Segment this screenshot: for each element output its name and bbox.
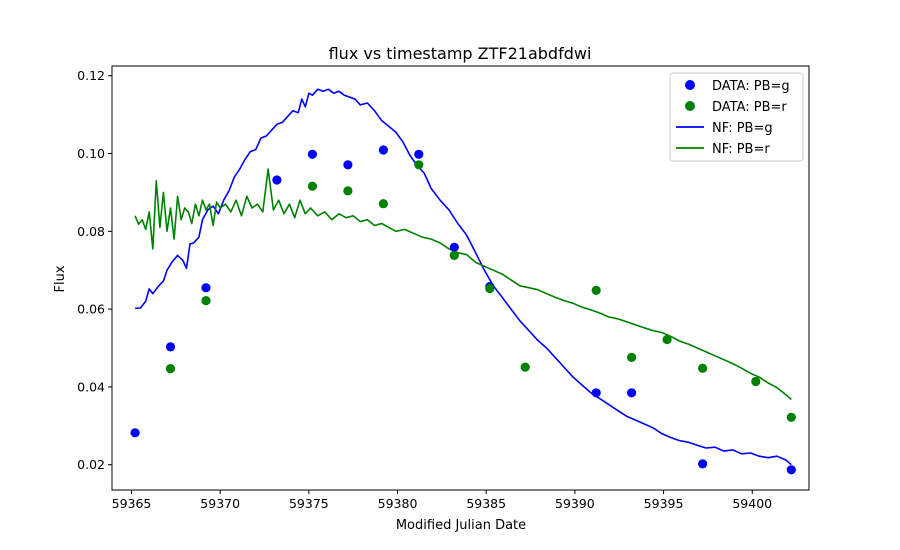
data-point-r-12 (698, 363, 708, 373)
data-point-g-2 (201, 283, 211, 293)
y-tick-label: 0.08 (77, 224, 105, 239)
legend-label-nf-r: NF: PB=r (712, 142, 770, 157)
y-tick-label: 0.02 (77, 457, 105, 472)
data-point-r-5 (414, 160, 424, 170)
data-point-g-5 (343, 160, 353, 170)
data-point-g-4 (307, 149, 317, 159)
data-point-r-0 (165, 364, 176, 374)
data-point-r-10 (627, 352, 637, 362)
data-point-r-11 (662, 334, 672, 345)
data-point-g-0 (130, 428, 140, 438)
data-point-r-2 (307, 181, 317, 191)
data-point-g-6 (378, 145, 388, 155)
data-point-r-3 (343, 186, 353, 196)
legend-marker-data-g (685, 80, 695, 90)
x-tick-label: 59385 (466, 496, 506, 511)
x-tick-label: 59365 (112, 496, 152, 511)
data-point-r-7 (485, 283, 495, 294)
x-axis-ticks: 59365 59370 59375 59380 59385 59390 59395 59400 (112, 490, 772, 511)
lines-layer (134, 88, 792, 466)
plot-area (130, 88, 796, 475)
data-point-r-1 (201, 296, 211, 306)
y-tick-label: 0.06 (77, 302, 105, 317)
legend-box (669, 72, 804, 162)
data-point-r-14 (786, 412, 796, 422)
data-point-g-12 (698, 459, 708, 469)
x-tick-label: 59370 (200, 496, 240, 511)
y-tick-label: 0.12 (77, 68, 105, 83)
x-tick-label: 59380 (378, 496, 418, 511)
data-point-r-4 (378, 199, 388, 209)
legend-label-nf-g: NF: PB=g (712, 121, 773, 136)
legend-marker-data-r (685, 101, 695, 111)
legend-label-data-g: DATA: PB=g (712, 79, 790, 94)
x-tick-label: 59400 (732, 496, 772, 511)
y-tick-label: 0.10 (77, 146, 105, 161)
data-point-g-8 (449, 242, 459, 252)
series-line-nf-r (134, 168, 792, 401)
data-point-g-10 (591, 388, 601, 398)
data-point-g-11 (627, 388, 637, 398)
legend: DATA: PB=g DATA: PB=r NF: PB=g NF: PB=r (669, 72, 804, 162)
x-tick-label: 59395 (644, 496, 684, 511)
series-line-nf-g (135, 88, 792, 466)
legend-label-data-r: DATA: PB=r (712, 100, 787, 115)
x-tick-label: 59390 (555, 496, 595, 511)
x-axis-label: Modified Julian Date (396, 518, 526, 533)
points-layer (130, 145, 796, 475)
data-point-g-3 (272, 175, 282, 185)
data-point-r-8 (520, 362, 530, 372)
axes-frame (111, 65, 810, 491)
data-point-r-9 (591, 285, 601, 295)
y-axis-label: Flux (53, 265, 68, 292)
data-point-g-1 (165, 342, 176, 352)
chart-title: flux vs timestamp ZTF21abdfdwi (329, 44, 592, 63)
data-point-g-13 (786, 465, 796, 475)
x-tick-label: 59375 (289, 496, 329, 511)
data-point-r-13 (751, 376, 761, 387)
data-point-r-6 (449, 250, 459, 260)
y-axis-ticks: 0.02 0.04 0.06 0.08 0.10 0.12 (77, 68, 112, 472)
y-tick-label: 0.04 (77, 379, 105, 394)
data-point-g-7 (414, 149, 424, 159)
